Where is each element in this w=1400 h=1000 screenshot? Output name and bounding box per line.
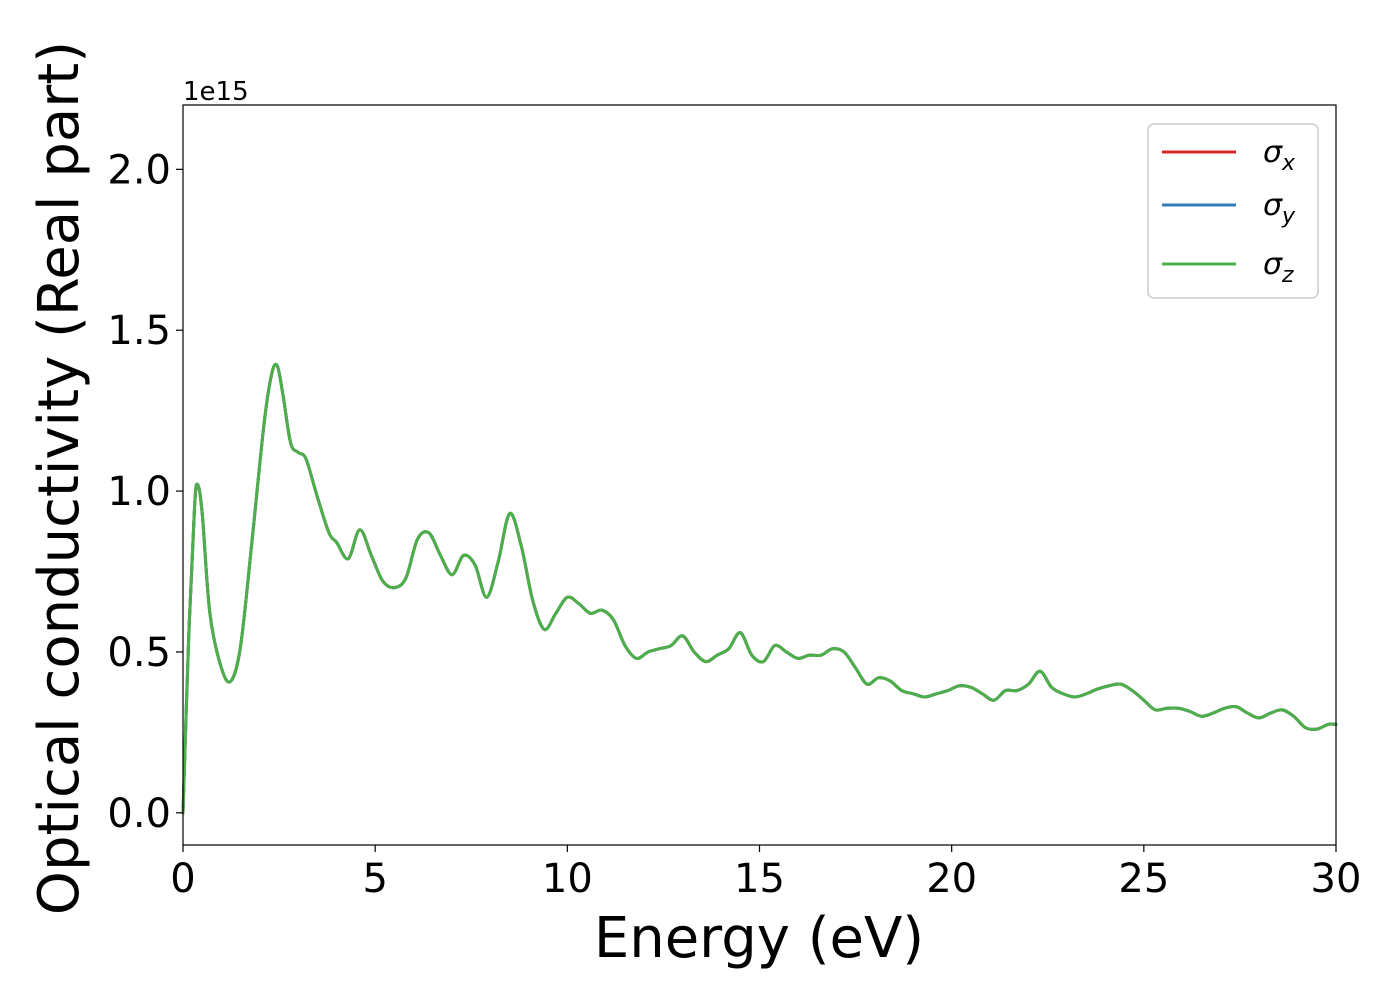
legend-label: σx (1263, 135, 1296, 176)
y-offset-label: 1e15 (183, 77, 249, 107)
legend-label: σy (1263, 188, 1296, 229)
x-axis: 0 5 10 15 20 25 30 (170, 845, 1361, 902)
x-tick-label: 30 (1311, 856, 1362, 902)
y-axis-title: Optical conductivity (Real part) (27, 41, 92, 915)
legend-items: σx σy σz (1162, 135, 1296, 288)
x-tick-label: 25 (1118, 856, 1169, 902)
x-tick-label: 15 (734, 856, 785, 902)
x-tick-label: 5 (362, 856, 387, 902)
x-tick-label: 10 (542, 856, 593, 902)
plot-area (181, 104, 1338, 846)
series-line-3 (181, 362, 1338, 815)
series-layer (181, 362, 1338, 815)
y-tick-label: 2.0 (107, 147, 171, 193)
legend-label: σz (1263, 247, 1294, 288)
y-tick-label: 0.0 (107, 791, 171, 837)
legend-box (1147, 123, 1319, 299)
x-tick-label: 20 (926, 856, 977, 902)
x-axis-title: Energy (eV) (594, 906, 924, 971)
y-tick-label: 0.5 (107, 630, 171, 676)
y-tick-label: 1.5 (107, 308, 171, 354)
x-tick-label: 0 (170, 856, 195, 902)
y-axis: 0.0 0.5 1.0 1.5 2.0 (107, 147, 183, 837)
legend: σx σy σz (1147, 123, 1319, 299)
y-tick-label: 1.0 (107, 469, 171, 515)
